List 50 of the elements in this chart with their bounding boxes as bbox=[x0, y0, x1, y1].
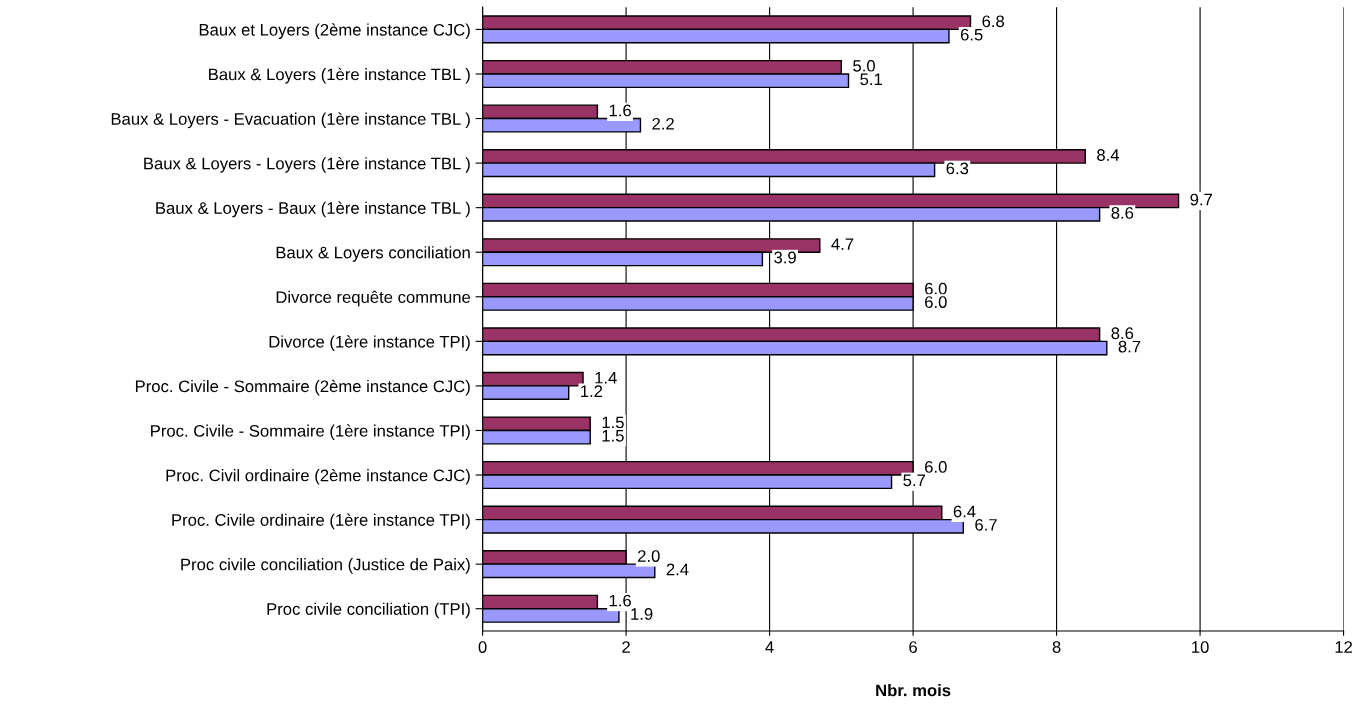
y-tick-label: Baux et Loyers (2ème instance CJC) bbox=[199, 23, 470, 40]
x-tick-label: 12 bbox=[1335, 641, 1353, 653]
data-label: 8.4 bbox=[1097, 149, 1120, 161]
data-label: 8.6 bbox=[1111, 327, 1134, 340]
y-tick-label: Baux & Loyers - Baux (1ère instance TBL ) bbox=[156, 201, 470, 218]
data-label: 2.0 bbox=[638, 550, 660, 562]
x-tick-label: 10 bbox=[1192, 641, 1209, 653]
x-tick-label: 4 bbox=[765, 641, 774, 653]
y-tick-label: Baux & Loyers (1ère instance TBL ) bbox=[209, 67, 470, 84]
y-tick-label: Divorce requête commune bbox=[276, 290, 471, 307]
y-tick-label: Proc civile conciliation (TPI) bbox=[267, 602, 470, 619]
data-label: 1.2 bbox=[581, 385, 603, 397]
y-tick-label: Baux & Loyers conciliation bbox=[276, 246, 470, 262]
data-label: 3.9 bbox=[774, 251, 796, 264]
y-tick-label: Proc civile conciliation (Justice de Paix) bbox=[181, 558, 470, 574]
y-tick-label: Proc. Civile - Sommaire (2ème instance CJC) bbox=[135, 379, 470, 396]
data-label: 6.0 bbox=[925, 296, 947, 308]
data-label: 1.9 bbox=[631, 608, 653, 620]
data-label: 6.0 bbox=[925, 282, 947, 295]
data-label: 5.7 bbox=[903, 474, 925, 487]
data-label: 2.2 bbox=[652, 117, 674, 130]
data-label: 5.1 bbox=[860, 73, 882, 86]
data-label: 8.6 bbox=[1111, 207, 1134, 219]
data-label: 6.4 bbox=[953, 505, 976, 518]
data-label: 1.6 bbox=[609, 594, 631, 607]
x-tick-label: 0 bbox=[478, 641, 487, 653]
data-label: 1.6 bbox=[609, 104, 631, 117]
data-label: 1.5 bbox=[602, 430, 624, 442]
data-label: 8.7 bbox=[1118, 340, 1141, 353]
y-tick-label: Proc. Civil ordinaire (2ème instance CJC) bbox=[166, 468, 470, 485]
data-label: 5.0 bbox=[853, 59, 875, 72]
data-label: 6.3 bbox=[946, 162, 969, 175]
y-tick-label: Proc. Civile - Sommaire (1ère instance TPI) bbox=[151, 424, 470, 441]
y-tick-label: Baux & Loyers - Evacuation (1ère instance TBL ) bbox=[111, 112, 470, 129]
data-label: 6.5 bbox=[960, 28, 983, 41]
data-label: 6.7 bbox=[975, 518, 997, 531]
data-label: 9.7 bbox=[1190, 193, 1212, 206]
data-label: 4.7 bbox=[831, 238, 854, 250]
x-tick-label: 2 bbox=[622, 641, 630, 653]
y-tick-label: Divorce (1ère instance TPI) bbox=[269, 335, 470, 351]
data-label: 6.8 bbox=[982, 15, 1005, 28]
data-label: 1.4 bbox=[595, 372, 617, 384]
data-label: 6.0 bbox=[925, 461, 947, 473]
y-tick-label: Baux & Loyers - Loyers (1ère instance TBL ) bbox=[144, 156, 470, 173]
x-tick-label: 6 bbox=[909, 641, 917, 653]
y-tick-label: Proc. Civile ordinaire (1ère instance TPI) bbox=[172, 513, 470, 530]
x-tick-label: 8 bbox=[1052, 641, 1061, 653]
data-label: 1.5 bbox=[602, 416, 624, 429]
data-label: 2.4 bbox=[666, 563, 689, 576]
x-axis-title: Nbr. mois bbox=[876, 684, 951, 697]
